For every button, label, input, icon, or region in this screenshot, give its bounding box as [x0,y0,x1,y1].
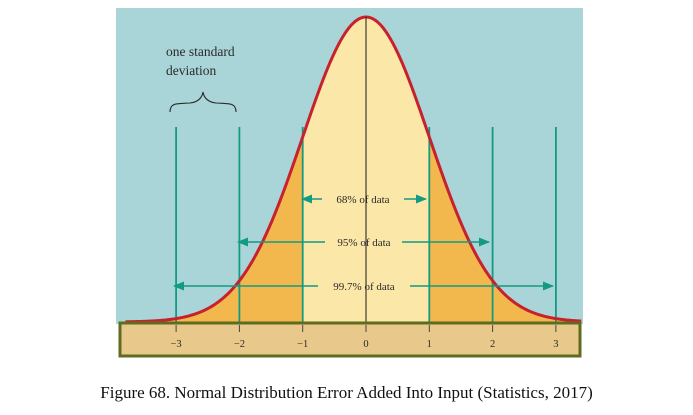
tick-label: 0 [363,339,368,350]
label-997: 99.7% of data [333,281,395,293]
sd-label-line2: deviation [166,63,216,78]
sd-brace [169,91,237,113]
tick-label: −1 [297,339,308,350]
tick-label: −3 [171,339,182,350]
tick-label: 1 [427,339,432,350]
figure-caption: Figure 68. Normal Distribution Error Add… [100,383,593,402]
axis-ticks: −3 −2 −1 0 1 2 3 [171,325,559,350]
axis-bar [118,321,582,358]
sd-guide-lines [175,127,557,322]
label-95: 95% of data [337,237,390,249]
tick-label: 3 [553,339,558,350]
label-68: 68% of data [336,194,389,206]
distribution-curve [125,15,582,324]
tick-label: 2 [490,339,495,350]
tick-label: −2 [234,339,245,350]
sd-label-line1: one standard [166,44,235,59]
